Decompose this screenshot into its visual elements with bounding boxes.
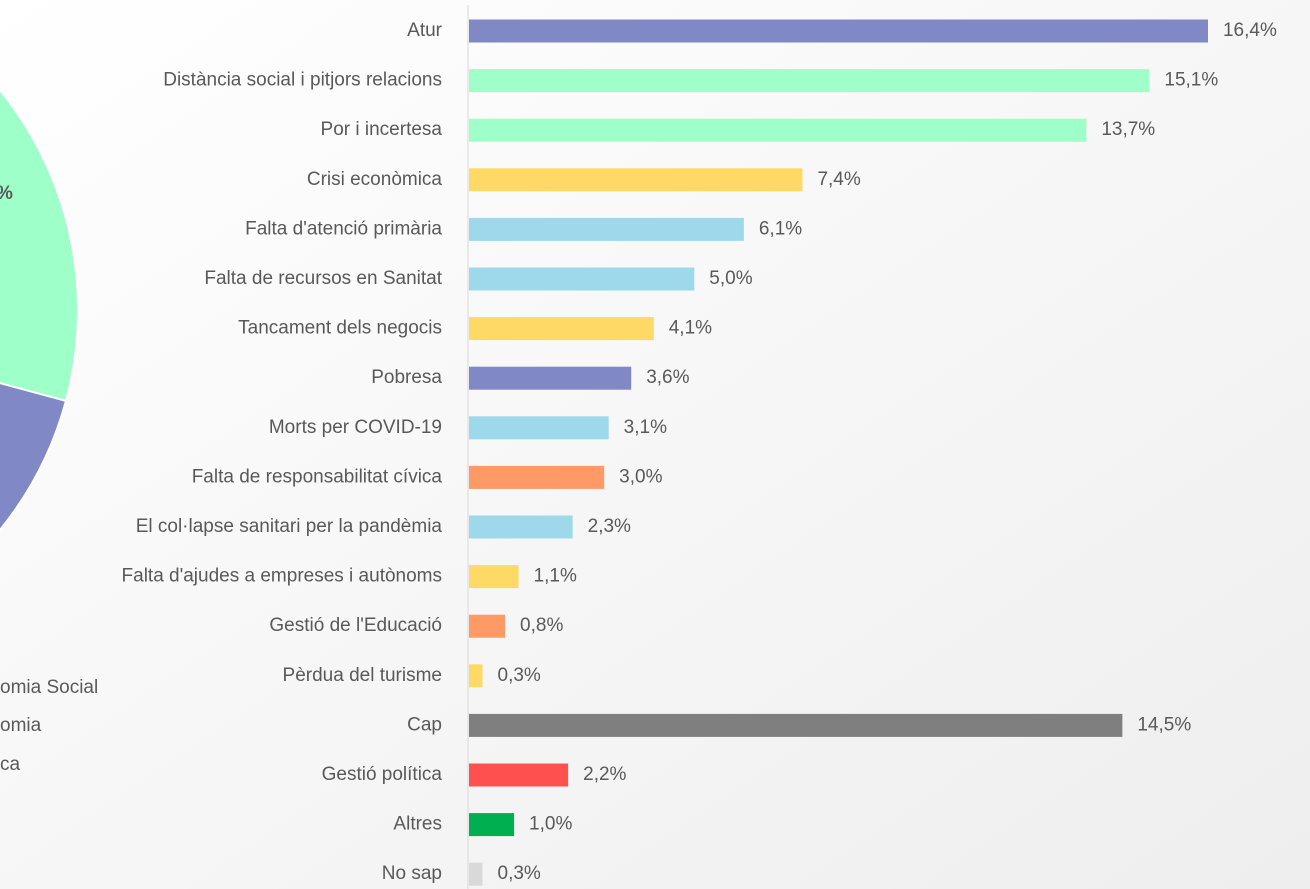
value-label: 3,1% <box>624 417 667 438</box>
category-label: Pèrdua del turisme <box>283 665 442 686</box>
value-label: 4,1% <box>669 318 712 339</box>
category-label: Cap <box>407 714 442 735</box>
bar <box>469 813 515 837</box>
bar <box>469 366 632 390</box>
legend-label: omia Social <box>0 677 98 698</box>
pie-slice <box>0 382 68 532</box>
value-label: 3,0% <box>619 466 662 487</box>
category-label: Gestió política <box>322 764 443 785</box>
bar <box>469 317 654 341</box>
category-label: Pobresa <box>371 367 442 388</box>
value-label: 0,8% <box>520 615 563 636</box>
category-label: No sap <box>382 863 442 884</box>
category-label: Altres <box>393 814 442 835</box>
category-label: Crisi econòmica <box>307 169 443 190</box>
category-label: Tancament dels negocis <box>238 318 442 339</box>
bar <box>469 19 1208 43</box>
category-label: Falta de responsabilitat cívica <box>192 466 443 487</box>
value-label: 0,3% <box>498 863 541 884</box>
bar <box>469 118 1087 142</box>
value-label: 15,1% <box>1164 70 1218 91</box>
category-label: Falta de recursos en Sanitat <box>204 268 442 289</box>
value-label: 16,4% <box>1223 20 1277 41</box>
value-label: 13,7% <box>1101 119 1155 140</box>
value-label: 0,3% <box>498 665 541 686</box>
value-label: 6,1% <box>759 218 802 239</box>
bar <box>469 267 695 291</box>
pie-label: % <box>0 183 13 204</box>
value-label: 2,3% <box>588 516 631 537</box>
bar <box>469 416 609 440</box>
bar <box>469 515 573 539</box>
bar <box>469 217 744 241</box>
category-label: Morts per COVID-19 <box>269 417 442 438</box>
category-label: Falta d'ajudes a empreses i autònoms <box>122 566 442 587</box>
category-label: Falta d'atenció primària <box>245 218 442 239</box>
bar <box>469 713 1123 737</box>
category-label: Por i incertesa <box>321 119 443 140</box>
pie-slice <box>0 88 79 403</box>
value-label: 14,5% <box>1137 714 1191 735</box>
bar <box>469 168 803 192</box>
pie-fragment: % omia Social omia ca <box>0 88 98 775</box>
category-label: Distància social i pitjors relacions <box>163 70 442 91</box>
bar <box>469 763 569 787</box>
category-label: El col·lapse sanitari per la pandèmia <box>136 516 443 537</box>
value-label: 1,0% <box>529 814 572 835</box>
bar <box>469 614 506 638</box>
bar <box>469 465 605 489</box>
bar <box>469 69 1150 93</box>
bar <box>469 664 483 688</box>
legend-label: ca <box>0 754 21 775</box>
bar <box>469 565 519 589</box>
legend-label: omia <box>0 715 42 736</box>
value-label: 5,0% <box>709 268 752 289</box>
category-label: Gestió de l'Educació <box>269 615 442 636</box>
value-label: 2,2% <box>583 764 626 785</box>
value-label: 7,4% <box>817 169 860 190</box>
bar <box>469 862 483 886</box>
category-label: Atur <box>407 20 443 41</box>
value-label: 1,1% <box>534 566 577 587</box>
value-label: 3,6% <box>646 367 689 388</box>
